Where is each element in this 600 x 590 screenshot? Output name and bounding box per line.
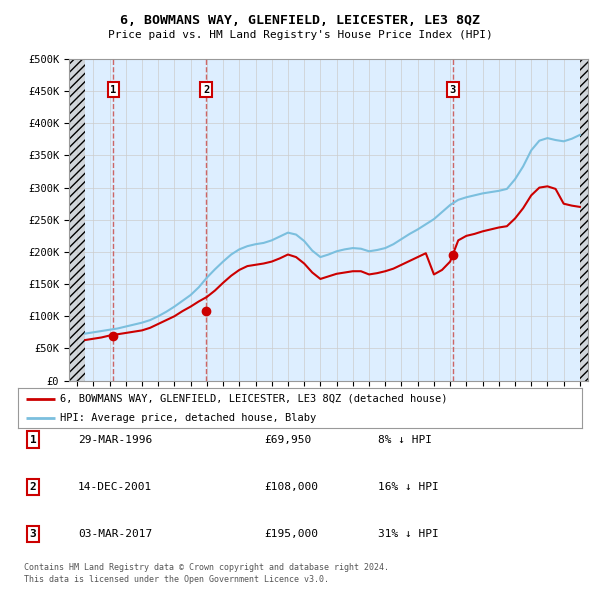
Text: 3: 3 — [450, 84, 456, 94]
Text: Price paid vs. HM Land Registry's House Price Index (HPI): Price paid vs. HM Land Registry's House … — [107, 31, 493, 40]
Text: 29-MAR-1996: 29-MAR-1996 — [78, 435, 152, 444]
Text: 6, BOWMANS WAY, GLENFIELD, LEICESTER, LE3 8QZ: 6, BOWMANS WAY, GLENFIELD, LEICESTER, LE… — [120, 14, 480, 27]
Text: 16% ↓ HPI: 16% ↓ HPI — [378, 482, 439, 491]
Text: 31% ↓ HPI: 31% ↓ HPI — [378, 529, 439, 539]
Text: HPI: Average price, detached house, Blaby: HPI: Average price, detached house, Blab… — [60, 413, 317, 422]
Text: £195,000: £195,000 — [264, 529, 318, 539]
Text: 8% ↓ HPI: 8% ↓ HPI — [378, 435, 432, 444]
Text: 3: 3 — [29, 529, 37, 539]
Text: 1: 1 — [110, 84, 116, 94]
Text: Contains HM Land Registry data © Crown copyright and database right 2024.: Contains HM Land Registry data © Crown c… — [24, 563, 389, 572]
Text: £108,000: £108,000 — [264, 482, 318, 491]
Text: 2: 2 — [29, 482, 37, 491]
Text: 14-DEC-2001: 14-DEC-2001 — [78, 482, 152, 491]
Text: 2: 2 — [203, 84, 209, 94]
Text: 1: 1 — [29, 435, 37, 444]
Text: 03-MAR-2017: 03-MAR-2017 — [78, 529, 152, 539]
Text: 6, BOWMANS WAY, GLENFIELD, LEICESTER, LE3 8QZ (detached house): 6, BOWMANS WAY, GLENFIELD, LEICESTER, LE… — [60, 394, 448, 404]
Text: This data is licensed under the Open Government Licence v3.0.: This data is licensed under the Open Gov… — [24, 575, 329, 584]
Text: £69,950: £69,950 — [264, 435, 311, 444]
